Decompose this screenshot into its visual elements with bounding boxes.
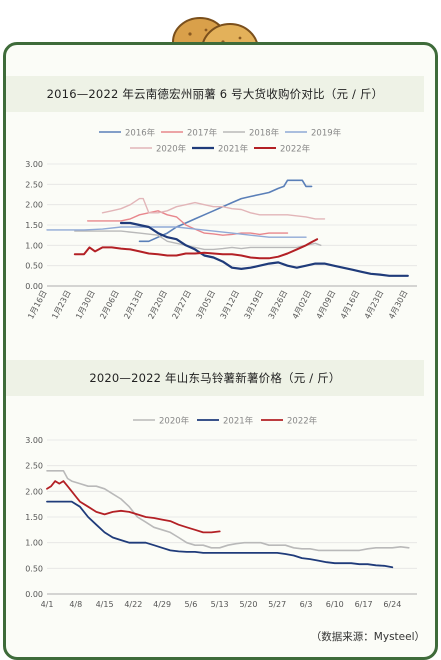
y-tick-label: 2.50 [25,180,43,189]
x-tick-label: 1月23日 [50,289,73,321]
x-tick-label: 4月23日 [363,289,386,321]
y-tick-label: 0.00 [25,590,43,599]
legend-label: 2018年 [249,128,280,139]
series-line-2021年 [119,221,409,277]
y-tick-label: 1.50 [25,513,43,522]
x-tick-label: 3月19日 [243,289,266,321]
x-tick-label: 4月30日 [387,289,410,321]
legend-label: 2021年 [223,416,254,427]
chart1-title: 2016—2022 年云南德宏州丽薯 6 号大货收购价对比（元 / 斤） [46,87,384,101]
series-line-2021年 [46,500,394,569]
y-tick-label: 2.00 [25,487,43,496]
x-tick-label: 5/20 [239,600,257,609]
legend-label: 2022年 [280,144,311,155]
x-tick-label: 4/22 [124,600,142,609]
x-tick-label: 2月06日 [98,289,121,321]
x-tick-label: 6/17 [355,600,373,609]
y-tick-label: 0.50 [25,564,43,573]
x-tick-label: 4月02日 [291,289,314,321]
x-tick-label: 4月09日 [315,289,338,321]
series-line-2022年 [46,480,221,534]
y-tick-label: 1.00 [25,539,43,548]
chart1-svg: 2016年 2017年 2018年 2019年 2020年 2021年 2022年 0.00 0… [25,128,417,321]
x-tick-label: 6/3 [300,600,313,609]
legend-label: 2019年 [311,128,342,139]
x-tick-label: 5/13 [211,600,229,609]
x-tick-label: 4/1 [41,600,54,609]
chart2-svg: 2020年 2021年 2022年 0.00 0.50 1.00 1.50 2.00 2.50 3… [25,416,417,609]
x-tick-label: 6/24 [383,600,401,609]
series-line-2022年 [73,238,319,260]
x-tick-label: 6/10 [326,600,344,609]
x-tick-label: 5/6 [184,600,197,609]
legend-label: 2016年 [125,128,156,139]
legend-label: 2020年 [159,416,190,427]
x-tick-label: 1月16日 [26,289,49,321]
x-tick-label: 3月26日 [267,289,290,321]
x-tick-label: 1月30日 [74,289,97,321]
series-line-2017年 [86,210,289,236]
y-tick-label: 1.50 [25,221,43,230]
y-tick-label: 2.50 [25,462,43,471]
chart1-title-band: 2016—2022 年云南德宏州丽薯 6 号大货收购价对比（元 / 斤） [6,76,424,112]
y-tick-label: 1.00 [25,241,43,250]
x-tick-label: 3月05日 [194,289,217,321]
data-source-note: （数据来源：Mysteel） [310,631,425,643]
legend-label: 2021年 [218,144,249,155]
series-line-2018年 [74,230,322,251]
x-tick-label: 4/15 [96,600,114,609]
chart2-title: 2020—2022 年山东马铃薯新薯价格（元 / 斤） [89,371,341,385]
y-tick-label: 0.50 [25,262,43,271]
series-line-2020年 [101,197,326,220]
series-line-2016年 [138,179,313,243]
series-line-2019年 [46,226,307,238]
x-tick-label: 4/8 [69,600,82,609]
x-tick-label: 2月13日 [122,289,145,321]
x-tick-label: 2月27日 [170,289,193,321]
x-tick-label: 2月20日 [146,289,169,321]
y-tick-label: 3.00 [25,160,43,169]
y-tick-label: 2.00 [25,201,43,210]
x-tick-label: 4月16日 [339,289,362,321]
legend-label: 2017年 [187,128,218,139]
chart2-title-band: 2020—2022 年山东马铃薯新薯价格（元 / 斤） [6,360,424,396]
content-frame [3,42,438,660]
x-tick-label: 3月12日 [219,289,242,321]
legend-label: 2020年 [156,144,187,155]
x-tick-label: 4/29 [153,600,171,609]
y-tick-label: 3.00 [25,436,43,445]
x-tick-label: 5/27 [268,600,286,609]
series-line-2020年 [46,470,410,552]
y-tick-label: 0.00 [25,282,43,291]
legend-label: 2022年 [287,416,318,427]
